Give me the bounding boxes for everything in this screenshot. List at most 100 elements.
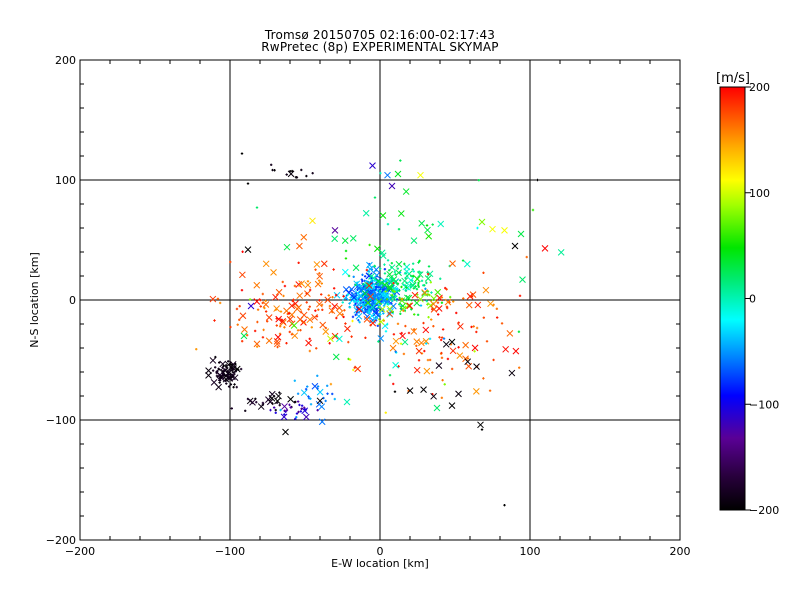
data-point-cross (309, 217, 316, 225)
data-point-plus (261, 301, 264, 305)
colorbar-label: [m/s] (716, 71, 750, 86)
data-point-plus (383, 267, 387, 271)
data-point-plus (230, 375, 233, 379)
data-point-plus (218, 381, 221, 384)
data-point-plus (316, 408, 319, 412)
data-point-cross (205, 372, 212, 379)
data-point-plus (400, 297, 404, 301)
data-point-plus (318, 299, 321, 302)
data-point-cross (405, 294, 413, 302)
data-point-plus (385, 323, 389, 326)
data-point-cross (388, 264, 396, 271)
data-point-plus (394, 273, 397, 276)
data-point-plus (428, 293, 431, 297)
data-point-cross (430, 305, 438, 313)
data-point-plus (264, 299, 267, 303)
data-point-plus (347, 357, 350, 361)
data-point-plus (303, 408, 307, 411)
data-point-plus (327, 294, 330, 297)
data-point-plus (299, 410, 303, 413)
data-point-plus (396, 267, 400, 270)
data-point-cross (406, 302, 414, 310)
data-point-plus (383, 263, 386, 266)
data-point-cross (361, 290, 369, 297)
data-point-plus (430, 307, 434, 311)
data-point-plus (420, 279, 424, 282)
data-point-plus (317, 308, 320, 311)
data-point-plus (440, 351, 443, 355)
data-point-plus (334, 334, 338, 338)
x-tick-label: 200 (670, 545, 691, 558)
data-point-plus (314, 309, 317, 312)
data-point-plus (428, 358, 432, 362)
data-point-plus (248, 298, 252, 301)
data-point-plus (256, 308, 260, 311)
data-point-plus (229, 383, 233, 386)
data-point-cross (418, 339, 425, 347)
data-point-plus (315, 347, 318, 350)
data-point-plus (333, 397, 336, 401)
data-point-cross (378, 306, 386, 313)
data-point-plus (295, 412, 299, 415)
data-point-cross (403, 294, 411, 302)
y-tick-label: 100 (55, 174, 76, 187)
data-point-plus (226, 360, 230, 363)
y-tick-labels: −200 −100 0 100 200 (46, 54, 76, 547)
data-point-plus (449, 295, 452, 299)
data-point-plus (341, 313, 344, 316)
data-point-plus (412, 274, 415, 278)
data-point-cross (407, 276, 415, 284)
data-point-cross (506, 330, 514, 337)
data-point-cross (342, 286, 350, 293)
data-point-plus (396, 287, 399, 290)
data-point-cross (399, 302, 407, 310)
data-point-plus (398, 279, 402, 282)
data-point-plus (348, 358, 352, 361)
data-point-plus (429, 281, 432, 284)
data-point-cross (357, 292, 364, 299)
data-point-plus (358, 284, 362, 287)
data-point-plus (417, 359, 421, 362)
data-point-plus (354, 302, 357, 305)
data-point-cross (320, 260, 328, 268)
data-point-cross (362, 209, 370, 217)
data-point-cross (390, 276, 398, 283)
data-point-plus (245, 333, 249, 337)
data-point-cross (472, 388, 480, 395)
data-point-cross (519, 276, 526, 283)
data-point-plus (228, 368, 231, 371)
data-point-cross (462, 341, 469, 349)
data-point-plus (391, 277, 395, 280)
data-point-plus (361, 273, 364, 276)
data-point-plus (261, 401, 265, 405)
data-point-plus (295, 176, 299, 179)
data-point-plus (475, 326, 479, 330)
data-point-plus (384, 290, 387, 293)
data-point-plus (297, 261, 300, 265)
data-point-plus (398, 289, 401, 292)
data-point-plus (417, 261, 420, 264)
data-point-cross (395, 269, 402, 277)
data-point-plus (423, 284, 426, 287)
data-point-plus (343, 309, 346, 312)
data-point-cross (352, 264, 360, 272)
data-point-plus (226, 370, 230, 373)
data-point-plus (455, 311, 458, 315)
data-point-cross (456, 323, 464, 330)
x-axis-label: E-W location [km] (331, 557, 429, 570)
data-point-cross (415, 347, 423, 355)
data-point-plus (418, 259, 421, 263)
data-point-cross (275, 392, 282, 400)
data-point-cross (291, 332, 299, 340)
data-point-cross (455, 390, 462, 398)
data-point-cross (355, 312, 363, 320)
data-point-cross (262, 260, 270, 268)
data-point-cross (444, 298, 452, 306)
colorbar-tick-label: −100 (749, 398, 779, 411)
data-point-plus (440, 356, 444, 359)
data-point-plus (439, 338, 443, 342)
data-point-cross (386, 310, 393, 318)
data-point-cross (306, 316, 314, 324)
data-point-cross (464, 358, 472, 366)
data-point-plus (314, 268, 317, 271)
